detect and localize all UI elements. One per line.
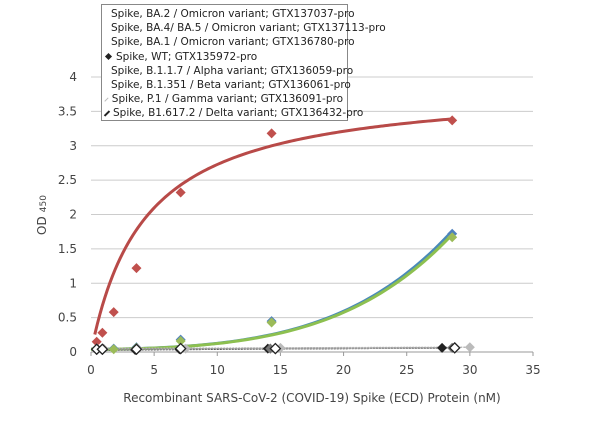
data-point: [97, 327, 108, 338]
x-tick-label: 20: [336, 363, 351, 377]
x-tick-label: 15: [273, 363, 288, 377]
y-tick-label: 2.5: [58, 173, 77, 187]
y-tick-label: 3: [69, 139, 77, 153]
legend-item: Spike, B.1.351 / Beta variant; GTX136061…: [104, 78, 351, 92]
x-tick-label: 5: [150, 363, 158, 377]
x-axis-label: Recombinant SARS-CoV-2 (COVID-19) Spike …: [123, 391, 500, 405]
data-point: [108, 307, 119, 318]
data-point: [269, 342, 282, 355]
legend-item: Spike, B.1.1.7 / Alpha variant; GTX13605…: [104, 64, 353, 78]
legend-marker-icon: [104, 83, 108, 87]
data-point: [96, 343, 109, 356]
x-tick-label: 35: [525, 363, 540, 377]
x-tick-label: 10: [210, 363, 225, 377]
y-axis-label: OD 450: [35, 195, 49, 235]
legend-item: Spike, P.1 / Gamma variant; GTX136091-pr…: [104, 92, 343, 106]
data-point: [174, 342, 187, 355]
legend-marker-icon: [104, 12, 108, 16]
x-tick-label: 30: [462, 363, 477, 377]
x-tick-label: 0: [87, 363, 95, 377]
data-point: [131, 263, 142, 274]
data-point: [175, 187, 186, 198]
legend-label: Spike, WT; GTX135972-pro: [116, 50, 258, 63]
legend-label: Spike, B1.617.2 / Delta variant; GTX1364…: [113, 107, 364, 120]
y-tick-label: 0: [69, 345, 77, 359]
legend-label: Spike, BA.2 / Omicron variant; GTX137037…: [111, 8, 355, 20]
legend-label: Spike, P.1 / Gamma variant; GTX136091-pr…: [111, 93, 343, 106]
data-point: [464, 342, 475, 353]
y-label-main: OD: [35, 216, 49, 235]
x-tick-label: 25: [399, 363, 414, 377]
data-point: [447, 232, 458, 243]
legend-item: Spike, WT; GTX135972-pro: [104, 50, 343, 64]
data-point: [175, 336, 186, 346]
fit-line: [90, 236, 451, 351]
y-label-sub: 450: [39, 195, 49, 212]
legend-label: Spike, B.1.1.7 / Alpha variant; GTX13605…: [111, 64, 354, 77]
fit-line: [96, 347, 455, 350]
data-point: [437, 342, 448, 353]
data-point: [130, 343, 143, 356]
fit-line: [90, 232, 451, 351]
legend-item: Spike, B1.617.2 / Delta variant; GTX1364…: [103, 106, 363, 120]
y-tick-label: 1.5: [58, 242, 77, 256]
data-point: [448, 341, 461, 354]
legend-marker-icon: [104, 26, 108, 31]
data-point: [266, 317, 277, 328]
legend-label: Spike, BA.4/ BA.5 / Omicron variant; GTX…: [111, 22, 386, 35]
legend-marker-icon: [104, 40, 108, 45]
legend-item: Spike, BA.1 / Omicron variant; GTX136780…: [104, 35, 355, 49]
data-point: [91, 336, 102, 347]
data-point: [447, 115, 458, 126]
y-tick-label: 0.5: [58, 311, 77, 325]
legend: Spike, BA.2 / Omicron variant; GTX137037…: [101, 4, 386, 121]
legend-marker-icon: [104, 97, 109, 102]
legend-marker-icon: [104, 69, 108, 73]
legend-marker-icon: [103, 110, 111, 117]
data-point: [108, 344, 119, 355]
legend-item: Spike, BA.4/ BA.5 / Omicron variant; GTX…: [104, 21, 386, 35]
y-tick-label: 1: [69, 276, 77, 290]
y-tick-label: 2: [69, 208, 77, 222]
fit-line: [93, 117, 452, 335]
y-tick-label: 4: [69, 70, 77, 84]
legend-label: Spike, B.1.351 / Beta variant; GTX136061…: [111, 78, 351, 91]
data-point: [266, 128, 277, 139]
legend-item: Spike, BA.2 / Omicron variant; GTX137037…: [104, 7, 355, 21]
legend-marker-icon: [104, 53, 113, 61]
y-tick-label: 3.5: [58, 104, 77, 118]
legend-label: Spike, BA.1 / Omicron variant; GTX136780…: [111, 36, 355, 49]
